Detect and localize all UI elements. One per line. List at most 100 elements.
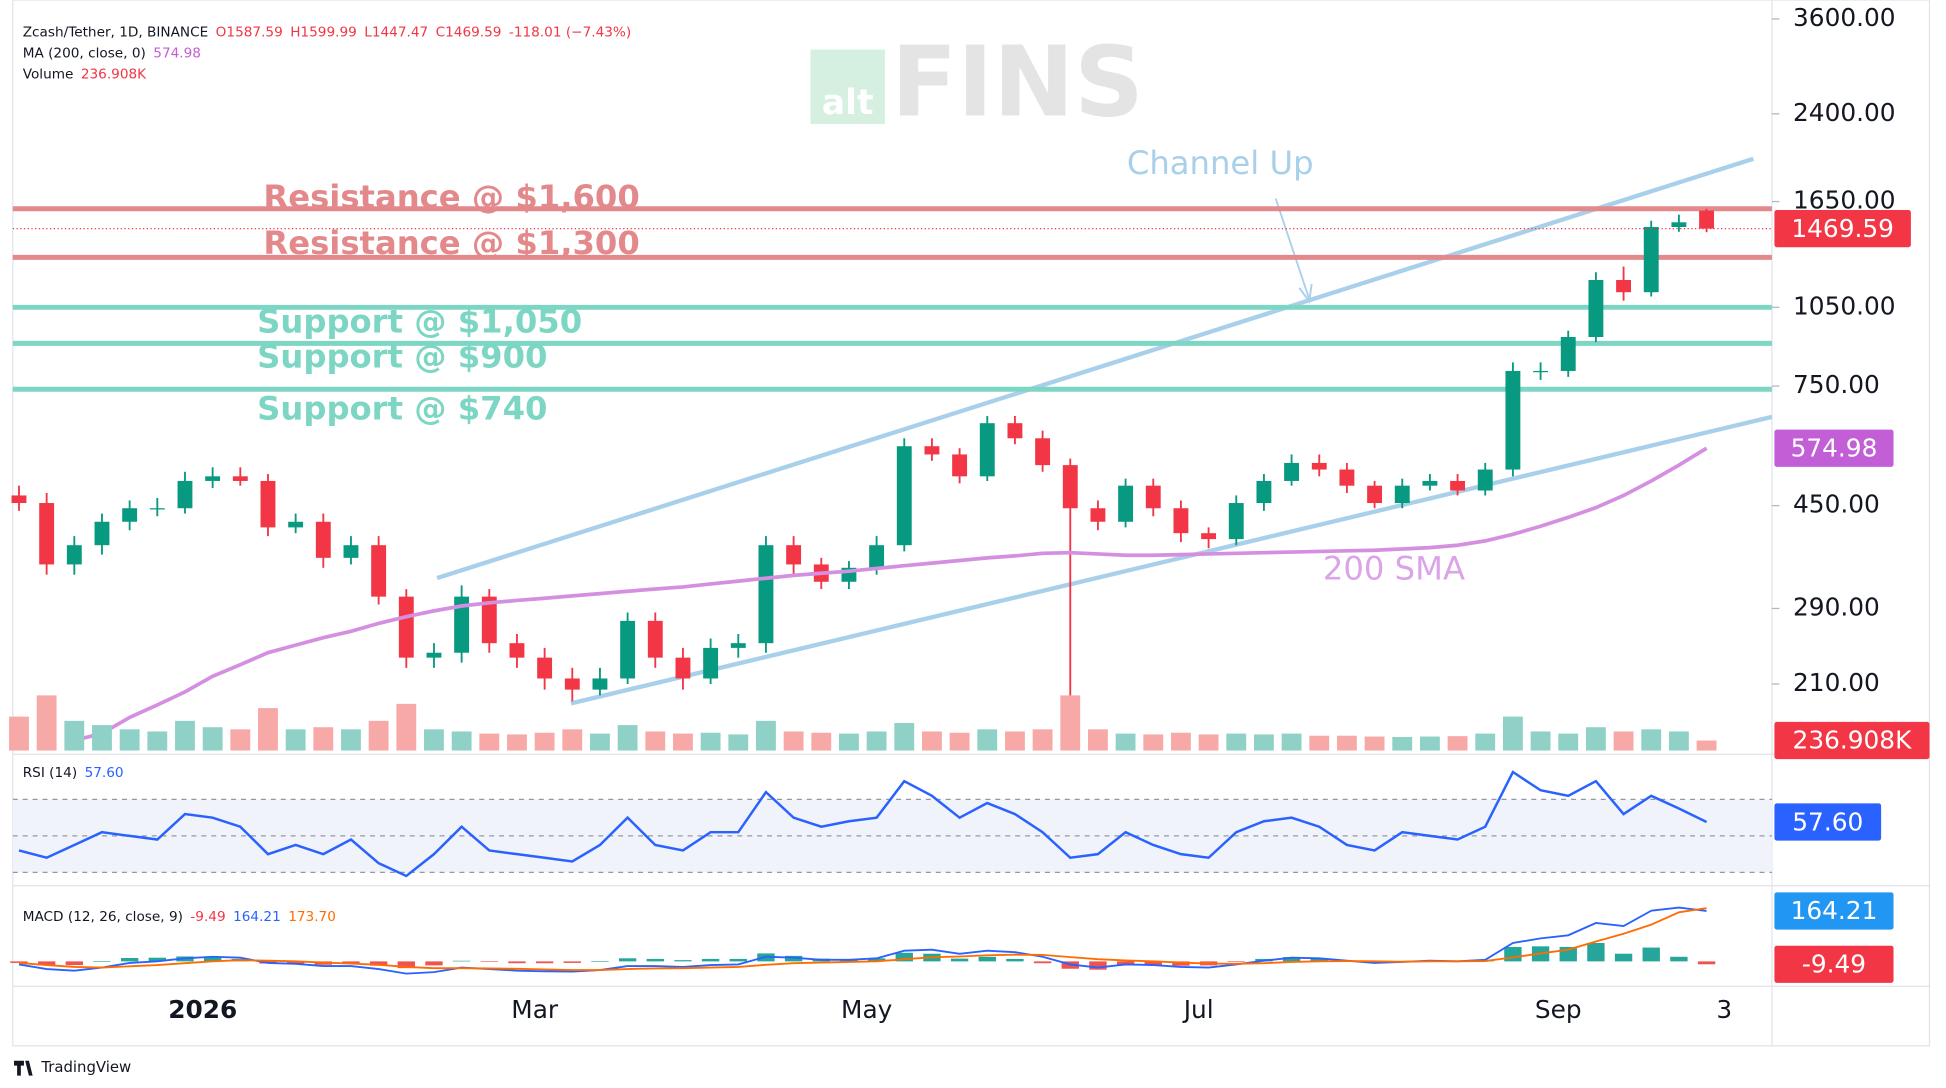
macd-histogram [452,960,471,962]
candle-body [1201,533,1217,540]
legend-macd-value: -9.49 [190,909,225,925]
volume-bar [424,729,444,751]
candle-body [564,678,580,690]
macd-histogram [65,961,83,966]
x-tick-label: 2026 [168,995,237,1024]
volume-bar [1170,732,1191,751]
volume-bar [36,695,57,751]
volume-bar [507,734,527,751]
volume-bar [645,731,666,751]
volume-bar [1641,729,1662,751]
volume-bar [1226,733,1247,751]
price-marker-label: 164.21 [1791,896,1878,925]
quote-value: C1469.59 [436,24,502,40]
candle-body [94,521,110,546]
macd-histogram [674,960,692,962]
x-tick-label: Mar [511,995,559,1024]
volume-bar [368,720,389,751]
candle-body [315,521,331,558]
level-label: Resistance @ $1,600 [263,178,639,216]
volume-bar [119,729,140,751]
candle-body [730,643,746,648]
macd-histogram [1504,946,1522,962]
macd-histogram [1006,958,1024,962]
symbol: Zcash/Tether, 1D, BINANCE [23,24,209,40]
volume-bar [894,722,915,751]
rsi-band [12,799,1772,873]
candle-body [39,503,55,565]
volume-bar [562,729,583,751]
volume-bar [1668,731,1689,751]
volume-bar [1558,733,1579,751]
candle-body [1533,370,1549,373]
volume-bar [1198,734,1219,751]
channel-arrow [1274,198,1311,300]
macd-histogram [10,961,28,963]
macd-histogram [342,961,360,964]
y-tick-label: 290.00 [1793,592,1880,621]
watermark-prefix: alt [822,83,874,123]
macd-histogram [480,961,498,963]
candle-body [537,657,553,679]
candle-body [924,446,940,455]
candle-body [592,678,608,690]
volume-bar [922,731,942,751]
volume-bar [617,725,638,751]
volume-bar [1309,735,1330,751]
macd-histogram [1642,947,1660,962]
macd-histogram [1227,961,1245,963]
watermark-name: FINS [891,26,1144,139]
volume-bar [1060,695,1081,751]
y-tick-label: 450.00 [1793,490,1880,519]
price-marker-box [1774,210,1911,248]
macd-histogram [1116,961,1135,966]
macd-histogram [286,961,305,964]
volume-bar [479,733,500,751]
footer-text: TradingView [40,1058,131,1076]
macd-histogram [1282,957,1301,962]
quote-value: -118.01 (−7.43%) [509,24,631,40]
candle-body [979,423,995,477]
macd-histogram [397,961,415,969]
channel-upper [436,156,1754,581]
candle-body [1007,423,1023,439]
candle-body [1062,465,1078,509]
macd-histogram [148,957,166,962]
price-marker-box [1774,429,1894,467]
macd-histogram [1614,953,1633,962]
y-tick-label: 210.00 [1793,668,1880,697]
macd-histogram [591,961,609,963]
candle-body [232,476,248,481]
macd-histogram [535,961,554,964]
candle-body [66,545,82,565]
volume-bar [1585,727,1606,751]
candle-body [952,454,968,477]
volume-bar [1088,729,1108,751]
candle-body [758,545,774,644]
level-label: Support @ $900 [257,337,547,375]
volume-bar [202,727,223,751]
candle-body [1228,503,1244,540]
volume-bar [534,732,555,751]
level-label: Resistance @ $1,300 [263,224,639,262]
volume-bar [1115,733,1136,751]
candle-body [122,508,138,522]
macd-histogram [120,958,139,962]
legend-macd-value: 164.21 [233,909,281,925]
annotation: Channel Up [1127,144,1314,182]
candle-body [1671,222,1687,227]
candle-body [426,652,442,658]
y-tick-label: 1050.00 [1793,291,1896,320]
candle-body [1035,438,1051,466]
volume-bar [64,720,85,751]
candle-body [343,545,359,558]
quote-value: L1447.47 [364,24,428,40]
volume-bar [756,720,776,751]
candle-body [1477,469,1493,491]
legend-ma-value: 574.98 [153,45,201,61]
volume-bar [230,729,251,751]
candle-body [260,480,276,528]
level-label: Support @ $740 [257,389,547,427]
volume-bar [313,727,334,751]
